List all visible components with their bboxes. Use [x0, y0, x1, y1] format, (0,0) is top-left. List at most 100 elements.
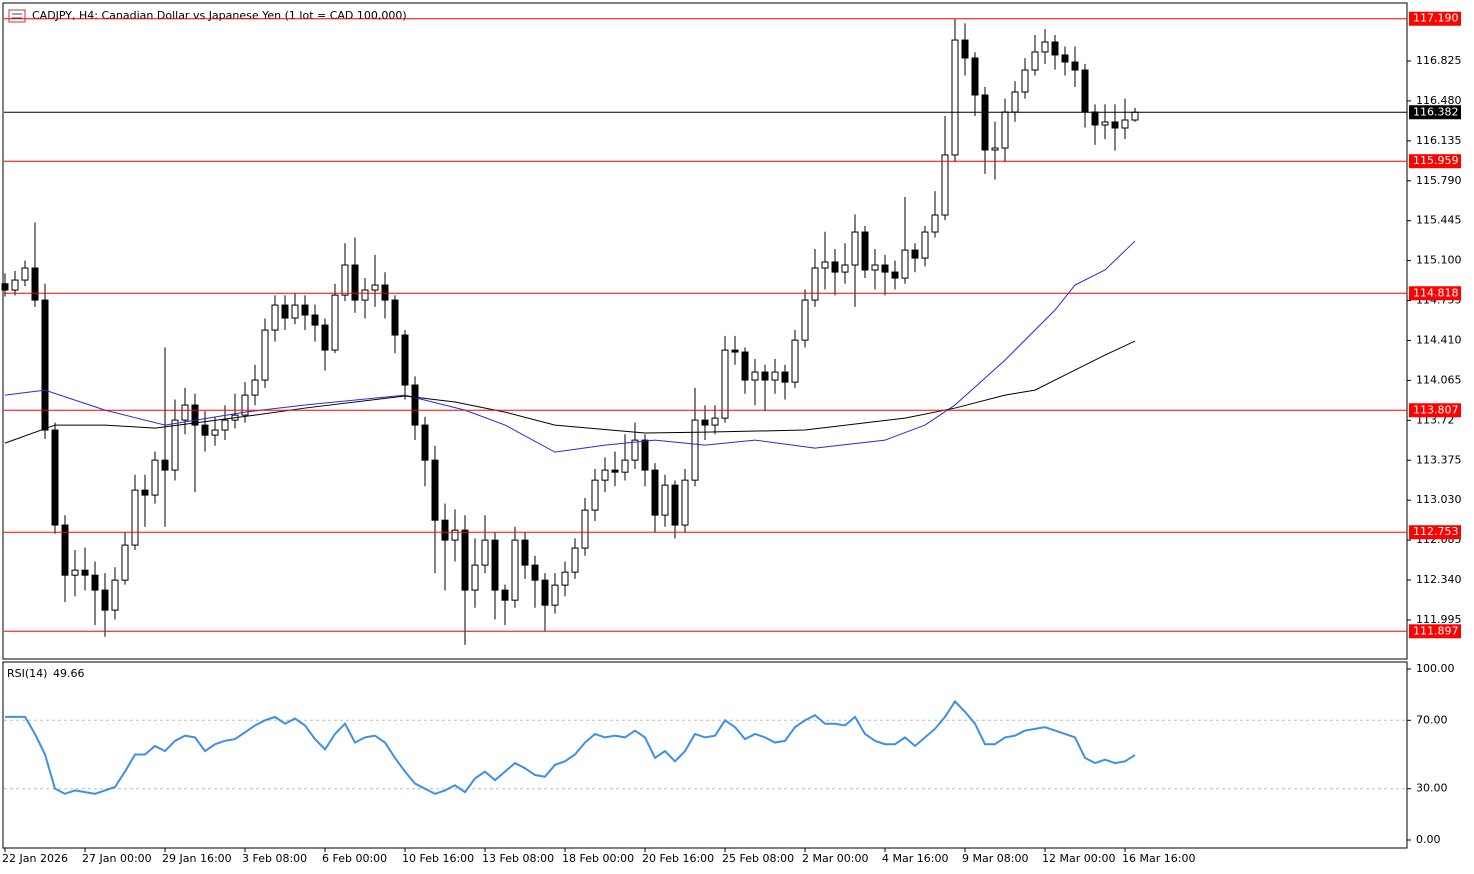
- candle-body: [521, 539, 529, 566]
- y-tick-label: 115.100: [1416, 254, 1462, 267]
- rsi-frame: [2, 661, 1408, 849]
- x-tick-label: 13 Feb 08:00: [482, 852, 554, 865]
- level-label-box: [1409, 624, 1461, 639]
- candle-body: [421, 424, 429, 461]
- candle-body: [731, 349, 739, 353]
- candle-body: [91, 574, 99, 591]
- candle-body: [781, 371, 789, 383]
- candle-body: [981, 94, 989, 151]
- level-label: 111.897: [1413, 624, 1459, 637]
- x-tick-label: 10 Feb 16:00: [402, 852, 474, 865]
- candle-body: [1041, 41, 1049, 53]
- candle-body: [681, 479, 689, 526]
- level-label-box: [1409, 11, 1461, 26]
- candle-body: [561, 571, 569, 586]
- rsi-tick-label: 0.00: [1416, 833, 1441, 846]
- candle-body: [171, 419, 179, 471]
- candle-body: [531, 564, 539, 581]
- candle-body: [821, 261, 829, 269]
- candle-body: [371, 284, 379, 291]
- candle-body: [191, 404, 199, 426]
- candle-body: [881, 264, 889, 273]
- x-tick-label: 20 Feb 16:00: [642, 852, 714, 865]
- last-price-box: [1409, 105, 1461, 120]
- x-tick-label: 29 Jan 16:00: [162, 852, 232, 865]
- candle-body: [571, 547, 579, 573]
- rsi-tick-label: 30.00: [1416, 782, 1448, 795]
- candle-body: [601, 469, 609, 481]
- x-tick-label: 6 Feb 00:00: [322, 852, 387, 865]
- candle-body: [851, 231, 859, 266]
- y-tick-label: 115.445: [1416, 214, 1462, 227]
- rsi-line: [5, 699, 1136, 795]
- candle-body: [771, 371, 779, 381]
- candle-body: [301, 304, 309, 316]
- candle-body: [41, 299, 49, 431]
- candle-body: [31, 267, 39, 301]
- candle-body: [921, 231, 929, 259]
- candle-body: [751, 371, 759, 381]
- candle-body: [441, 519, 449, 541]
- candle-body: [1091, 111, 1099, 126]
- candle-body: [1001, 111, 1009, 149]
- candle-body: [471, 564, 479, 591]
- candle-body: [611, 469, 619, 473]
- candle-body: [1, 283, 9, 291]
- candle-body: [811, 267, 819, 301]
- candle-body: [761, 371, 769, 381]
- y-tick-label: 116.480: [1416, 94, 1462, 107]
- candle-body: [991, 147, 999, 151]
- candle-body: [481, 539, 489, 566]
- candle-body: [181, 404, 189, 421]
- candle-body: [721, 349, 729, 419]
- candle-body: [141, 489, 149, 496]
- candle-body: [861, 231, 869, 271]
- candle-body: [381, 284, 389, 301]
- y-tick-label: 116.825: [1416, 54, 1462, 67]
- candle-body: [671, 484, 679, 526]
- candle-body: [1071, 61, 1079, 71]
- candle-body: [271, 304, 279, 331]
- y-tick-label: 113.375: [1416, 453, 1462, 466]
- candle-body: [241, 394, 249, 416]
- candle-body: [161, 459, 169, 471]
- rsi-tick-label: 70.00: [1416, 713, 1448, 726]
- candle-body: [51, 429, 59, 526]
- main-frame: [2, 2, 1408, 660]
- candle-body: [121, 544, 129, 581]
- candle-body: [151, 459, 159, 496]
- candle-body: [911, 249, 919, 259]
- candle-body: [401, 334, 409, 386]
- level-label: 115.959: [1413, 154, 1459, 167]
- candle-body: [81, 569, 89, 576]
- candle-body: [341, 264, 349, 296]
- candle-body: [1111, 121, 1119, 129]
- y-tick-label: 114.410: [1416, 333, 1462, 346]
- level-label-box: [1409, 525, 1461, 540]
- candle-body: [431, 459, 439, 521]
- candle-body: [961, 39, 969, 59]
- candle-body: [131, 489, 139, 546]
- candle-body: [291, 304, 299, 319]
- candle-body: [101, 589, 109, 611]
- candle-body: [791, 339, 799, 383]
- candle-body: [11, 279, 19, 291]
- candle-body: [281, 304, 289, 319]
- x-tick-label: 22 Jan 2026: [2, 852, 68, 865]
- x-tick-label: 3 Feb 08:00: [242, 852, 307, 865]
- y-tick-label: 115.790: [1416, 174, 1462, 187]
- candle-body: [711, 417, 719, 426]
- rsi-value: 49.66: [53, 667, 85, 680]
- candle-body: [901, 249, 909, 279]
- candle-body: [631, 439, 639, 461]
- candle-body: [951, 39, 959, 156]
- level-label-box: [1409, 403, 1461, 418]
- candle-body: [841, 264, 849, 273]
- candle-body: [741, 351, 749, 381]
- x-tick-label: 18 Feb 00:00: [562, 852, 634, 865]
- level-label: 114.818: [1413, 286, 1459, 299]
- candle-body: [801, 299, 809, 341]
- moving-average: [4, 240, 1136, 453]
- candle-body: [501, 589, 509, 601]
- candle-body: [251, 379, 259, 396]
